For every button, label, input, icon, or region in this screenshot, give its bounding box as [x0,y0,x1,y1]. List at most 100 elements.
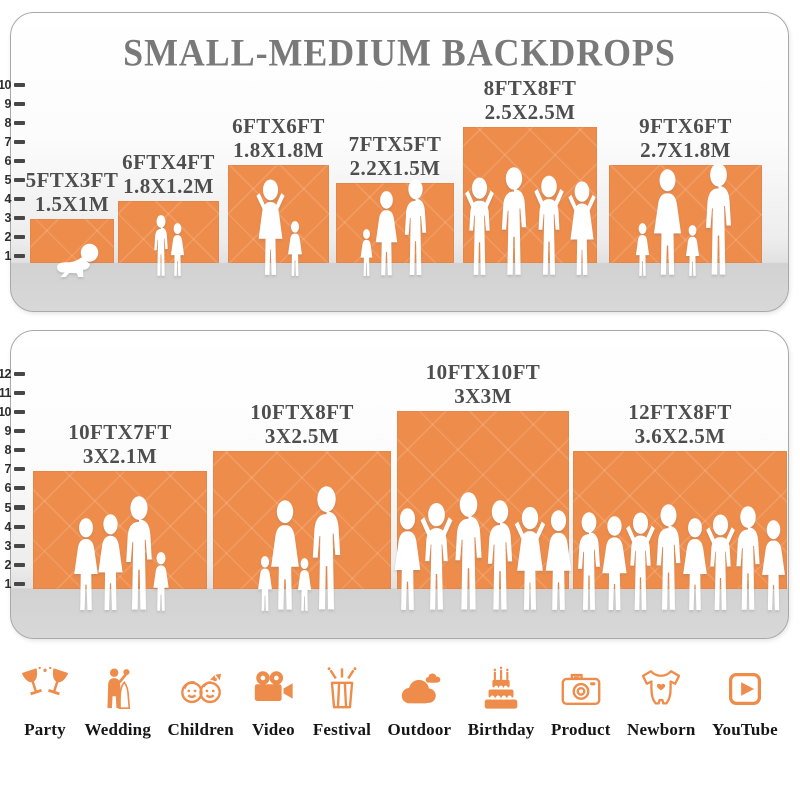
person-silhouette [577,512,600,610]
tick-mark [13,82,25,88]
tick-mark [13,234,25,240]
person-silhouette [567,181,596,275]
category-label: Outdoor [387,720,452,739]
bar-size-m-label: 3X2.1M [82,443,158,468]
person-silhouette [685,225,699,276]
tick-mark [13,139,25,145]
bar-size-ft-label: 8FTX8FT [483,76,577,100]
tick-number-label: 9 [4,424,12,439]
person-silhouette [154,215,168,276]
silhouette-group [228,175,329,277]
tick-number-label: 1 [4,249,12,263]
tick-mark [13,101,25,107]
ruler-tick: 6 [0,480,25,496]
silhouette-group [609,163,762,277]
person-silhouette [682,518,707,611]
tick-mark [13,409,25,415]
bar-size-label: 5FTX3FT 1.5X1M [0,168,144,216]
tick-mark [13,429,25,434]
bar-size-label: 10FTX10FT 3X3M [367,360,599,408]
ruler-tick: 1 [0,248,25,264]
ruler-tick: 9 [0,423,25,439]
bar-size-m-label: 2.7X1.8M [640,137,731,162]
category-label: Party [24,720,66,739]
tick-mark [13,448,25,453]
person-silhouette [455,492,482,610]
backdrop-bar [30,219,114,263]
person-silhouette [297,558,312,611]
tick-mark [13,486,25,491]
tick-number-label: 3 [4,538,12,553]
tick-mark [13,390,25,395]
bar-size-ft-label: 10FTX7FT [68,420,172,444]
backdrop-bar [336,183,454,263]
bar-size-label: 8FTX8FT 2.5X2.5M [433,76,627,124]
person-silhouette [533,175,564,275]
bar-size-m-label: 3X2.5M [264,423,340,448]
product-camera-icon [561,673,601,706]
category-label: Newborn [627,720,696,739]
tick-number-label: 2 [4,557,12,572]
person-silhouette [271,500,299,610]
ruler-tick: 8 [0,115,25,131]
ruler-tick: 4 [0,519,25,535]
bar-size-label: 9FTX6FT 2.7X1.8M [579,114,792,162]
ruler-tick: 10 [0,77,25,93]
silhouette-group [30,241,114,277]
tick-mark [13,524,25,529]
bar-size-m-label: 2.2X1.5M [349,155,441,180]
small-medium-backdrops-panel: SMALL-MEDIUM BACKDROPS 1 2 3 4 5 6 7 8 9 10 5FTX3… [0,12,792,312]
bar-size-m-label: 1.5X1M [34,191,110,216]
ruler-tick: 3 [0,538,25,554]
tick-number-label: 7 [4,462,12,477]
tick-mark [13,581,25,586]
tick-mark [13,543,25,548]
bar-size-m-label: 1.8X1.2M [123,173,214,198]
category-item: Birthday [468,666,535,740]
tick-mark [13,215,25,221]
backdrop-bar [118,201,219,263]
newborn-onesie-icon [642,670,681,705]
person-silhouette [635,223,649,276]
wedding-couple-icon [107,668,130,709]
bar-size-label: 6FTX6FT 1.8X1.8M [198,114,359,162]
category-item: Wedding [84,666,151,740]
person-silhouette [258,556,272,611]
bar-size-m-label: 1.8X1.8M [233,137,324,162]
baby-silhouette [57,243,99,277]
ruler-tick: 7 [0,134,25,150]
person-silhouette [545,510,572,610]
backdrop-bar [609,165,762,263]
category-label: Birthday [467,720,535,739]
tick-mark [13,505,25,510]
silhouette-group [213,486,391,612]
person-silhouette [514,506,546,610]
person-silhouette [656,504,680,610]
tick-number-label: 1 [4,576,12,591]
person-silhouette [601,516,627,610]
category-label: YouTube [711,720,778,739]
person-silhouette [735,506,760,610]
festival-gift-icon [327,667,357,709]
party-glasses-icon [22,666,68,696]
silhouette-group [463,167,597,277]
tick-mark [13,196,25,202]
person-silhouette [625,512,655,610]
tick-number-label: 11 [0,385,12,400]
person-silhouette [487,500,513,610]
outdoor-cloud-icon [402,673,441,704]
person-silhouette [288,221,302,276]
bar-size-ft-label: 12FTX8FT [628,400,732,424]
tick-number-label: 8 [4,443,12,458]
video-camera-icon [255,671,294,701]
ruler-tick: 11 [0,385,25,401]
category-label: Video [251,720,295,739]
person-silhouette [394,508,421,610]
person-silhouette [97,514,123,610]
tick-number-label: 3 [4,211,12,225]
bar-size-ft-label: 9FTX6FT [639,114,732,138]
tick-mark [13,120,25,126]
ruler-tick: 6 [0,153,25,169]
bar-size-m-label: 3.6X2.5M [634,423,726,448]
category-label: Children [167,720,234,739]
